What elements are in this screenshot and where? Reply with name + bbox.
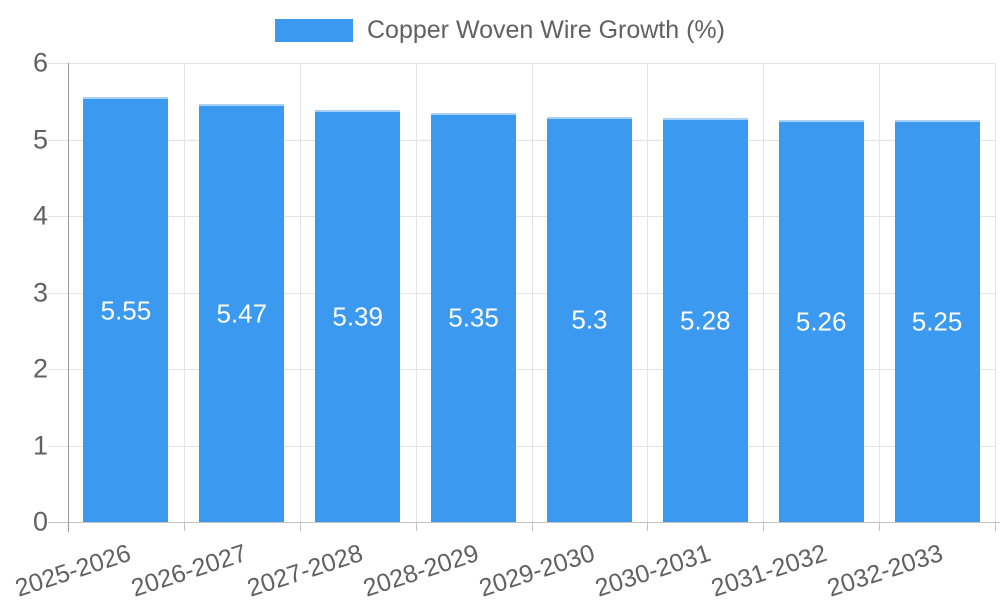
legend-label: Copper Woven Wire Growth (%) bbox=[367, 16, 725, 44]
bar-value-label: 5.26 bbox=[795, 306, 847, 337]
y-axis-labels: 0 1 2 3 4 5 6 bbox=[0, 48, 48, 537]
x-gridline bbox=[415, 63, 417, 522]
x-gridline bbox=[763, 63, 765, 522]
bar-value-label: 5.39 bbox=[332, 301, 383, 332]
bar[interactable]: 5.25 bbox=[894, 120, 980, 522]
plot-area: 5.55 5.47 5.39 5.35 5.3 5.28 5.26 5.25 bbox=[48, 63, 1000, 532]
x-axis-tick bbox=[531, 522, 533, 531]
x-tick-label: 2028-2029 bbox=[359, 539, 483, 600]
x-tick-label: 2029-2030 bbox=[475, 539, 599, 600]
x-tick-label: 2027-2028 bbox=[243, 539, 367, 600]
y-gridline bbox=[48, 216, 995, 217]
y-tick-label: 4 bbox=[32, 200, 48, 231]
bar-value-label: 5.35 bbox=[448, 302, 499, 333]
y-tick-label: 2 bbox=[32, 353, 48, 384]
legend-swatch bbox=[275, 19, 353, 42]
y-tick-label: 5 bbox=[32, 124, 48, 154]
x-tick-label: 2031-2032 bbox=[707, 539, 830, 600]
x-tick-label: 2032-2033 bbox=[823, 539, 946, 600]
bar[interactable]: 5.39 bbox=[315, 109, 401, 522]
x-axis-baseline bbox=[48, 522, 1000, 523]
y-tick-label: 0 bbox=[32, 506, 48, 537]
legend[interactable]: Copper Woven Wire Growth (%) bbox=[0, 16, 1000, 45]
x-tick-label: 2025-2026 bbox=[12, 539, 135, 600]
bar[interactable]: 5.3 bbox=[546, 116, 632, 522]
bar-value-label: 5.3 bbox=[571, 304, 608, 335]
bar-value-label: 5.25 bbox=[911, 306, 963, 337]
x-gridline bbox=[647, 63, 649, 522]
x-gridline bbox=[995, 63, 996, 522]
y-gridline bbox=[48, 292, 995, 294]
y-tick-label: 1 bbox=[32, 430, 48, 460]
x-axis-tick bbox=[415, 522, 417, 531]
x-gridline bbox=[531, 63, 533, 522]
y-axis-line bbox=[68, 63, 69, 532]
y-tick-label: 3 bbox=[32, 277, 48, 307]
bar-value-label: 5.28 bbox=[680, 305, 731, 336]
bar-value-label: 5.47 bbox=[216, 298, 268, 329]
x-axis-tick bbox=[763, 522, 765, 531]
x-gridline bbox=[879, 63, 881, 522]
y-gridline bbox=[48, 369, 995, 370]
bar[interactable]: 5.55 bbox=[83, 97, 169, 522]
y-gridline bbox=[48, 445, 995, 447]
bar[interactable]: 5.47 bbox=[199, 103, 285, 522]
x-tick-label: 2030-2031 bbox=[591, 539, 714, 600]
bar[interactable]: 5.26 bbox=[778, 119, 864, 522]
x-axis-tick bbox=[299, 522, 301, 531]
y-gridline bbox=[48, 139, 995, 141]
y-gridline bbox=[48, 63, 995, 64]
x-axis-tick bbox=[879, 522, 881, 531]
bar[interactable]: 5.28 bbox=[662, 118, 748, 522]
x-axis-tick bbox=[995, 522, 996, 531]
x-axis-tick bbox=[647, 522, 649, 531]
x-tick-label: 2026-2027 bbox=[128, 539, 251, 600]
x-gridline bbox=[299, 63, 301, 522]
bar[interactable]: 5.35 bbox=[431, 112, 517, 522]
y-tick-label: 6 bbox=[32, 47, 48, 78]
bar-value-label: 5.55 bbox=[100, 295, 152, 326]
x-gridline bbox=[183, 63, 185, 522]
x-axis-tick bbox=[183, 522, 185, 531]
